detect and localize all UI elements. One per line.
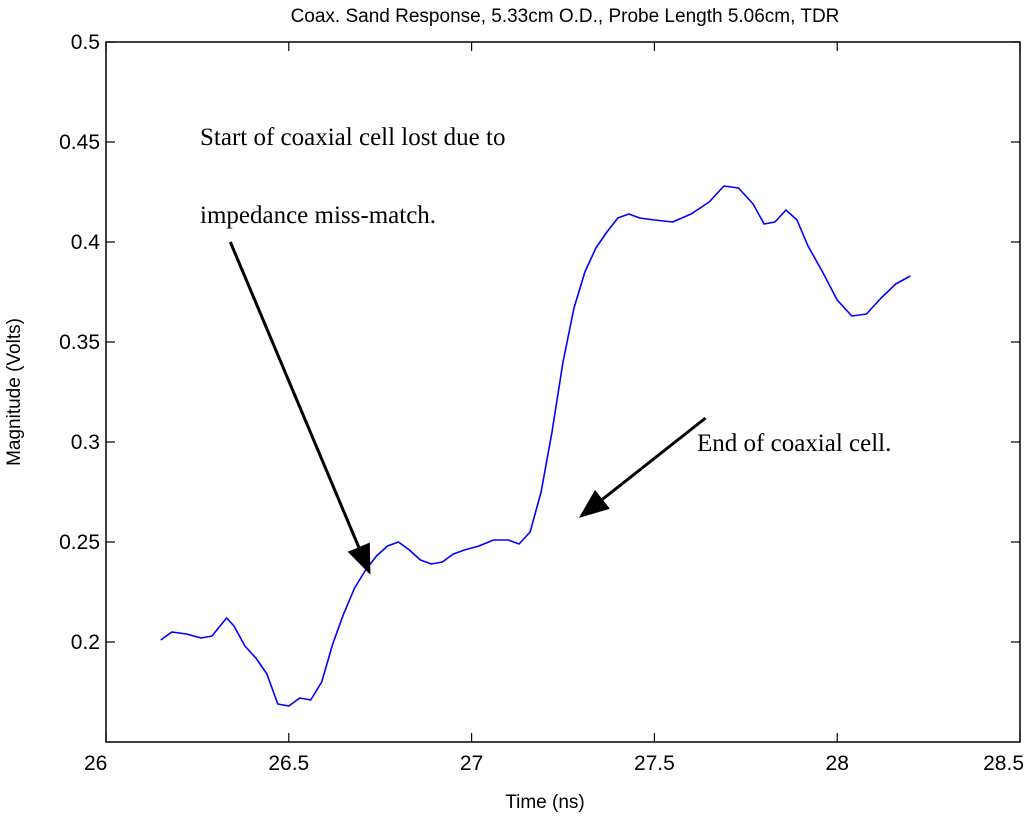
annotation-text: End of coaxial cell. bbox=[697, 430, 891, 457]
x-axis-label: Time (ns) bbox=[505, 792, 585, 813]
y-axis: 0.2 0.25 0.3 0.35 0.4 0.45 0.5 bbox=[59, 31, 1020, 654]
annotation-layer: Start of coaxial cell lost due to impedan… bbox=[200, 124, 891, 575]
chart-title: Coax. Sand Response, 5.33cm O.D., Probe … bbox=[291, 6, 840, 27]
y-tick-label: 0.45 bbox=[59, 131, 100, 154]
y-tick-label: 0.4 bbox=[71, 231, 101, 254]
y-tick-label: 0.3 bbox=[71, 431, 100, 454]
x-tick-label: 28 bbox=[826, 752, 849, 775]
annotation-text: Start of coaxial cell lost due to bbox=[200, 124, 505, 151]
x-axis: 26 26.5 27 27.5 28 28.5 bbox=[84, 42, 1024, 775]
x-tick-label: 26 bbox=[84, 752, 107, 775]
series-line bbox=[160, 185, 911, 707]
y-tick-label: 0.25 bbox=[59, 531, 100, 554]
annotation-arrow bbox=[578, 416, 707, 518]
y-axis-label: Magnitude (Volts) bbox=[4, 318, 25, 466]
plot-frame bbox=[105, 41, 1021, 743]
annotation-text: impedance miss-match. bbox=[200, 202, 436, 229]
x-tick-label: 27.5 bbox=[634, 752, 675, 775]
y-tick-label: 0.5 bbox=[71, 31, 100, 54]
x-tick-label: 27 bbox=[460, 752, 483, 775]
x-tick-label: 28.5 bbox=[983, 752, 1024, 775]
y-tick-label: 0.35 bbox=[59, 331, 100, 354]
series-layer bbox=[160, 185, 911, 707]
x-tick-label: 26.5 bbox=[268, 752, 309, 775]
y-tick-label: 0.2 bbox=[71, 631, 100, 654]
annotation-arrow bbox=[228, 241, 371, 575]
